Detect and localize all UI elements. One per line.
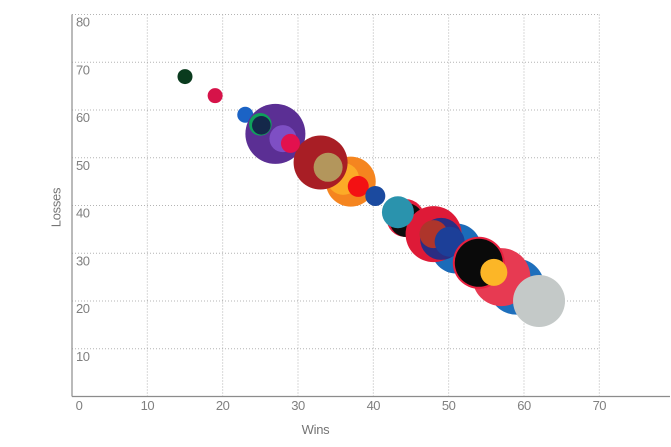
- x-tick-label-50: 50: [442, 398, 456, 413]
- y-tick-label-40: 40: [76, 206, 90, 221]
- y-tick-label-10: 10: [76, 349, 90, 364]
- y-tick-label-70: 70: [76, 62, 90, 77]
- x-tick-label-0: 0: [76, 398, 83, 413]
- team-bubble-38w-44l[interactable]: [347, 175, 369, 197]
- y-tick-label-50: 50: [76, 158, 90, 173]
- x-tick-label-10: 10: [141, 398, 155, 413]
- x-tick-label-40: 40: [367, 398, 381, 413]
- y-tick-label-60: 60: [76, 110, 90, 125]
- x-tick-label-60: 60: [517, 398, 531, 413]
- team-bubble-29w-53l[interactable]: [280, 133, 300, 153]
- team-bubble-40w-42l[interactable]: [365, 185, 386, 206]
- y-tick-label-30: 30: [76, 253, 90, 268]
- x-tick-label-20: 20: [216, 398, 230, 413]
- team-bubble-43w-39l[interactable]: [381, 196, 414, 229]
- team-bubble-56w-26l[interactable]: [480, 258, 508, 286]
- team-bubble-19w-63l[interactable]: [207, 88, 223, 104]
- y-axis-title: Losses: [48, 187, 64, 228]
- team-bubble-23w-59l[interactable]: [237, 106, 254, 123]
- x-axis-title: Wins: [301, 422, 330, 437]
- x-tick-label-70: 70: [593, 398, 607, 413]
- x-tick-label-30: 30: [291, 398, 305, 413]
- team-bubble-25w-57l[interactable]: [252, 116, 271, 135]
- team-bubble-15w-67l[interactable]: [177, 69, 193, 85]
- team-bubble-34w-48l[interactable]: [313, 152, 343, 182]
- y-tick-label-80: 80: [76, 15, 90, 30]
- team-bubble-62w-20l[interactable]: [513, 275, 566, 327]
- y-tick-label-20: 20: [76, 301, 90, 316]
